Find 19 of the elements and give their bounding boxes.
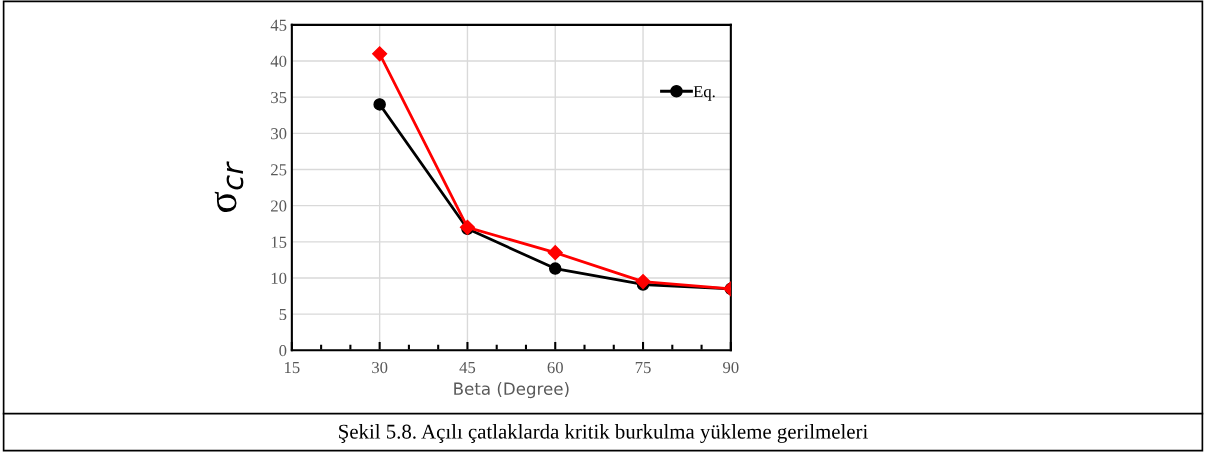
- x-tick-label: 90: [723, 361, 739, 374]
- text: Şekil 5.8. Açılı çatlaklarda kritik burkulma yükleme gerilmeleri: [339, 424, 868, 443]
- y-tick-label: 45: [270, 19, 287, 31]
- y-tick-label: 10: [271, 272, 287, 284]
- y-tick-label: 30: [271, 128, 287, 140]
- x-tick-label: 60: [547, 361, 563, 374]
- y-tick-label: 35: [271, 91, 287, 104]
- x-tick-label: 45: [459, 362, 476, 374]
- legend-label: Eq.: [693, 86, 715, 101]
- y-tick-label: 20: [271, 200, 287, 212]
- y-tick-label: 15: [271, 236, 287, 248]
- y-tick-label: 0: [279, 345, 287, 357]
- y-axis-title: σ$_{cr}$: [214, 161, 244, 213]
- x-tick-label: 75: [635, 362, 651, 374]
- x-tick-label: 30: [372, 361, 388, 374]
- y-tick-label: 25: [271, 164, 287, 176]
- x-axis-title: Beta (Degree): [454, 382, 569, 399]
- y-tick-label: 5: [279, 309, 287, 321]
- y-tick-label: 40: [270, 55, 287, 67]
